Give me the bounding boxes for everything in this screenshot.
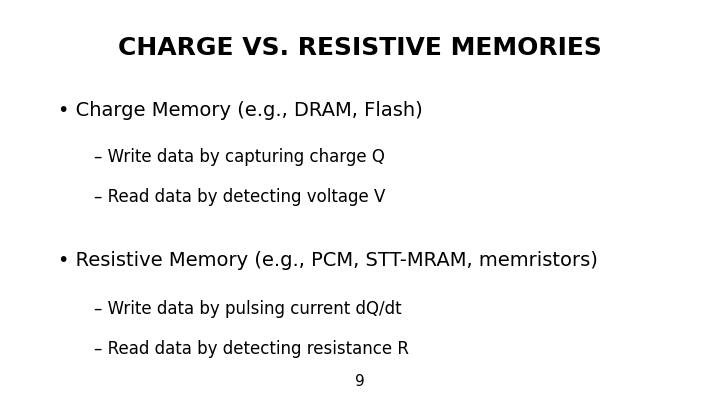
Text: – Read data by detecting resistance R: – Read data by detecting resistance R [94,340,409,358]
Text: 9: 9 [355,374,365,389]
Text: CHARGE VS. RESISTIVE MEMORIES: CHARGE VS. RESISTIVE MEMORIES [118,36,602,60]
Text: – Write data by capturing charge Q: – Write data by capturing charge Q [94,148,384,166]
Text: – Read data by detecting voltage V: – Read data by detecting voltage V [94,188,385,206]
Text: • Resistive Memory (e.g., PCM, STT-MRAM, memristors): • Resistive Memory (e.g., PCM, STT-MRAM,… [58,251,598,270]
Text: • Charge Memory (e.g., DRAM, Flash): • Charge Memory (e.g., DRAM, Flash) [58,101,423,120]
Text: – Write data by pulsing current dQ/dt: – Write data by pulsing current dQ/dt [94,300,401,318]
